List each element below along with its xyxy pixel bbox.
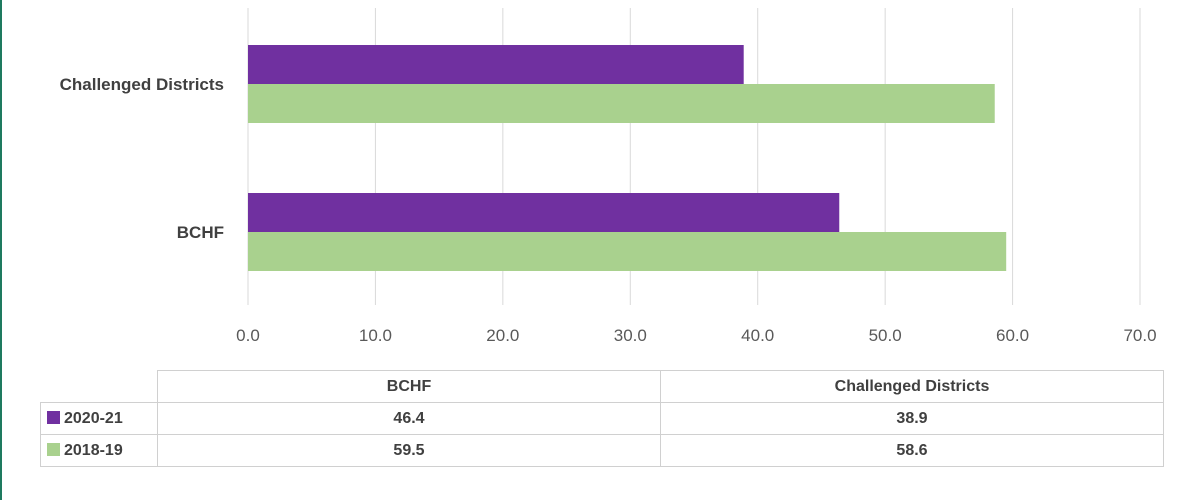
table-cell: 38.9 — [660, 402, 1164, 435]
legend-label-2018-19: 2018-19 — [64, 441, 123, 459]
legend-label-2020-21: 2020-21 — [64, 409, 123, 427]
table-header-row: BCHF Challenged Districts — [40, 370, 1164, 403]
category-label: Challenged Districts — [60, 75, 224, 94]
x-tick-label: 60.0 — [996, 326, 1029, 345]
legend-swatch-2018-19 — [47, 442, 60, 456]
bar-2020-21 — [248, 45, 744, 84]
x-tick-label: 30.0 — [614, 326, 647, 345]
table-col-header-bchf: BCHF — [157, 370, 661, 403]
x-tick-label: 40.0 — [741, 326, 774, 345]
table-row: 2020-21 46.4 38.9 — [40, 402, 1164, 435]
x-tick-label: 0.0 — [236, 326, 260, 345]
bar-2018-19 — [248, 232, 1007, 271]
table-corner-cell — [40, 370, 158, 403]
x-tick-label: 20.0 — [486, 326, 519, 345]
legend-swatch-2020-21 — [47, 410, 60, 424]
bar-chart: 0.0 10.0 20.0 30.0 40.0 50.0 60.0 70.0 Challenge… — [60, 8, 1157, 345]
bar-2018-19 — [248, 84, 995, 123]
table-cell: 59.5 — [157, 434, 661, 467]
category-label: BCHF — [177, 223, 224, 242]
x-tick-label: 50.0 — [869, 326, 902, 345]
bar-2020-21 — [248, 193, 840, 232]
data-table: BCHF Challenged Districts 2020-21 46.4 3… — [40, 370, 1164, 467]
table-cell: 46.4 — [157, 402, 661, 435]
table-col-header-challenged: Challenged Districts — [660, 370, 1164, 403]
table-cell: 58.6 — [660, 434, 1164, 467]
x-tick-label: 10.0 — [359, 326, 392, 345]
x-tick-label: 70.0 — [1123, 326, 1156, 345]
table-row-header-2018-19: 2018-19 — [40, 434, 158, 467]
table-row: 2018-19 59.5 58.6 — [40, 434, 1164, 467]
table-row-header-2020-21: 2020-21 — [40, 402, 158, 435]
